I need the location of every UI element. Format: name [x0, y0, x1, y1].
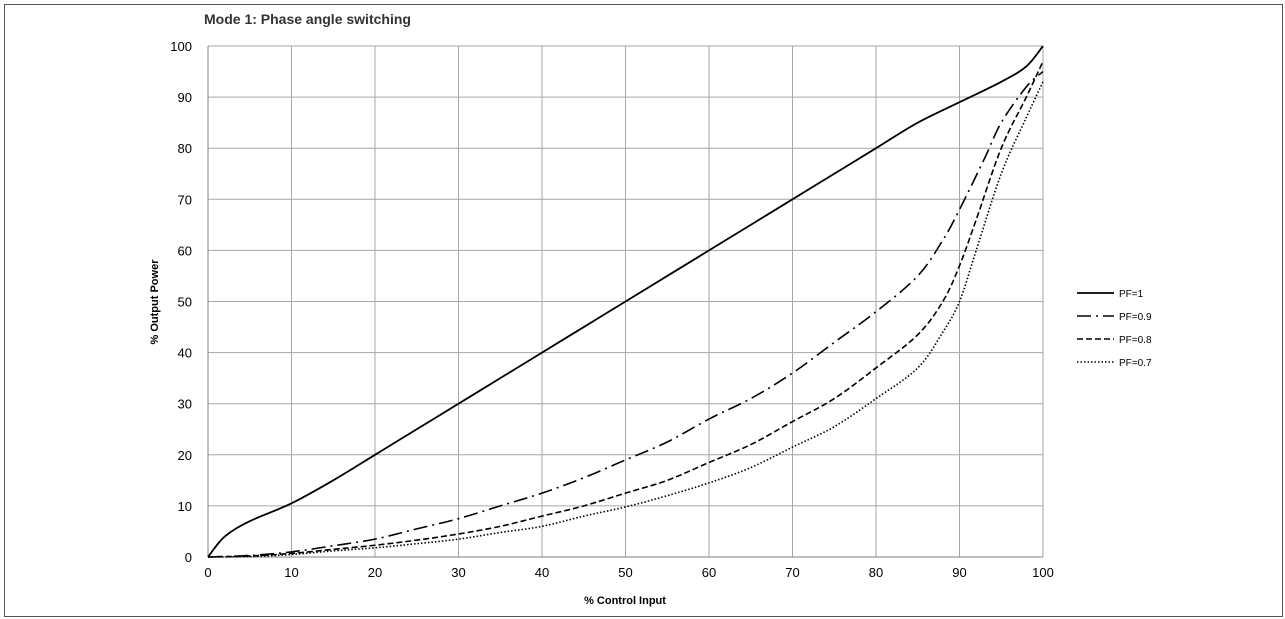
y-tick-label: 30: [178, 397, 192, 412]
x-tick-label: 60: [702, 565, 716, 580]
y-tick-label: 0: [185, 550, 192, 565]
legend-label-pf-0-9: PF=0.9: [1119, 312, 1152, 323]
legend-label-pf-0-7: PF=0.7: [1119, 358, 1152, 369]
series-lines: [207, 45, 1044, 558]
y-tick-label: 100: [170, 39, 192, 54]
legend-label-pf-0-8: PF=0.8: [1119, 335, 1152, 346]
x-tick-label: 80: [869, 565, 883, 580]
y-tick-label: 50: [178, 295, 192, 310]
x-tick-label: 40: [535, 565, 549, 580]
y-tick-label: 90: [178, 90, 192, 105]
x-tick-label: 50: [618, 565, 632, 580]
series-line-pf-1: [207, 45, 1044, 558]
y-tick-label: 80: [178, 141, 192, 156]
y-tick-label: 40: [178, 346, 192, 361]
y-tick-label: 70: [178, 192, 192, 207]
y-tick-label: 20: [178, 448, 192, 463]
y-tick-label: 10: [178, 499, 192, 514]
y-tick-label: 60: [178, 243, 192, 258]
x-tick-label: 90: [952, 565, 966, 580]
legend: PF=1 PF=0.9 PF=0.8 PF=0.7: [1077, 289, 1152, 369]
y-tick-labels: 0 10 20 30 40 50 60 70 80 90 100: [170, 39, 192, 565]
series-line-pf-0-7: [207, 81, 1044, 558]
x-tick-label: 100: [1032, 565, 1054, 580]
x-tick-label: 20: [368, 565, 382, 580]
chart-frame: [4, 4, 1283, 617]
x-tick-label: 0: [204, 565, 211, 580]
x-axis-label: % Control Input: [584, 595, 666, 607]
x-tick-label: 70: [785, 565, 799, 580]
x-tick-label: 10: [284, 565, 298, 580]
series-line-pf-0-8: [207, 60, 1044, 558]
x-tick-label: 30: [451, 565, 465, 580]
grid-lines: [207, 45, 1044, 558]
series-line-pf-0-9: [207, 70, 1044, 558]
legend-label-pf-1: PF=1: [1119, 289, 1144, 300]
y-axis-label: % Output Power: [149, 259, 161, 345]
x-tick-labels: 0 10 20 30 40 50 60 70 80 90 100: [204, 565, 1053, 580]
chart-title: Mode 1: Phase angle switching: [204, 11, 411, 27]
